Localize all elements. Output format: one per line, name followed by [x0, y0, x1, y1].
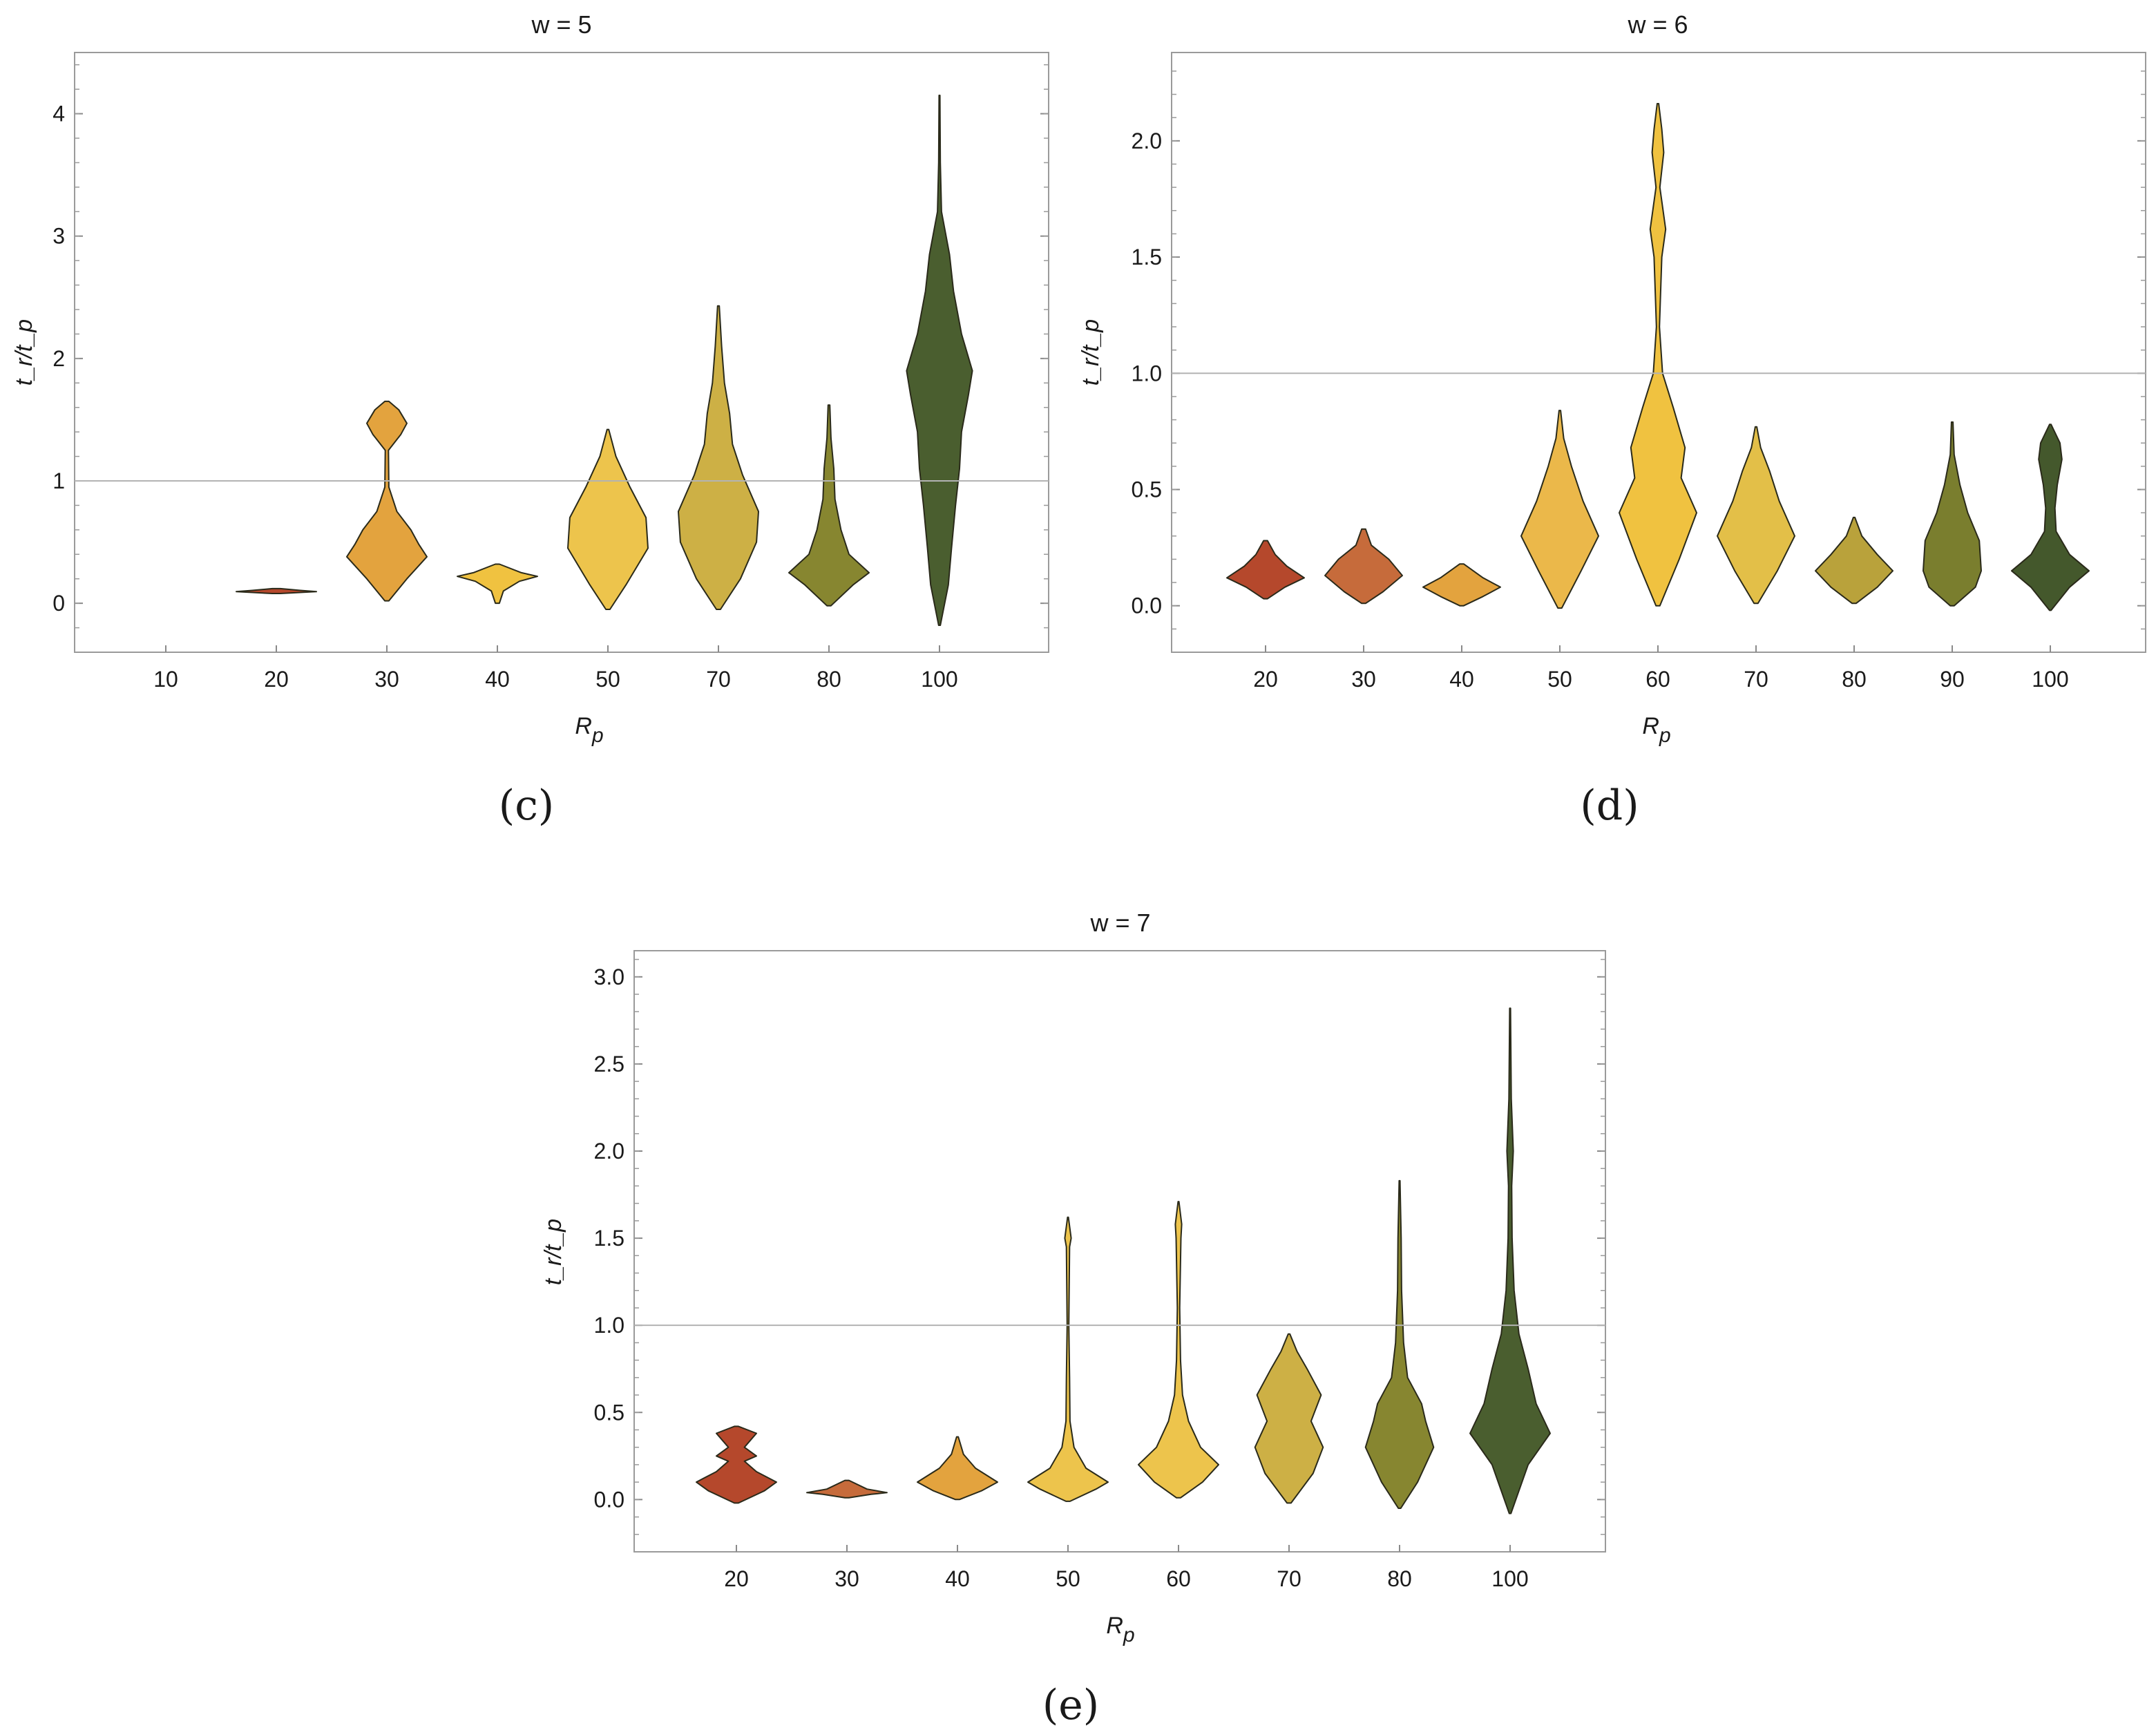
- x-tick-labels: 20 30 40 50 60 70 80 90 100: [1253, 645, 2069, 692]
- violin-80: [788, 404, 870, 607]
- violin-50: [1027, 1216, 1109, 1502]
- y-tick-label: 2.0: [594, 1139, 624, 1164]
- y-ticks: 0.0 0.5 1.0 1.5 2.0 2.5 3.0: [594, 958, 1605, 1535]
- x-tick-label: 80: [1842, 667, 1867, 692]
- x-tick-label: 10: [153, 667, 178, 692]
- y-tick-label: 2: [53, 346, 65, 371]
- x-tick-label: 70: [1744, 667, 1768, 692]
- violins: [1226, 103, 2090, 611]
- y-axis-label: t_r/t_p: [1078, 319, 1104, 386]
- x-tick-label: 90: [1940, 667, 1965, 692]
- chart-title: w = 7: [1089, 909, 1150, 937]
- y-tick-label: 0: [53, 591, 65, 616]
- x-tick-label: 70: [706, 667, 731, 692]
- violin-20: [236, 587, 317, 594]
- x-tick-label: 40: [945, 1566, 970, 1591]
- panel-label-e: (e): [1042, 1681, 1099, 1728]
- x-axis-label: Rp: [575, 713, 603, 747]
- chart-w7: w = 7 0.0 0.5 1.0 1.5 2.0 2.5 3.0 20 30 40 50 60 70…: [540, 909, 1606, 1728]
- y-axis-label: t_r/t_p: [540, 1219, 566, 1285]
- x-tick-label: 50: [595, 667, 620, 692]
- x-axis-label: Rp: [1642, 713, 1670, 747]
- x-tick-labels: 20 30 40 50 60 70 80 100: [724, 1545, 1529, 1591]
- y-tick-label: 1: [53, 468, 65, 493]
- violin-30: [806, 1479, 888, 1499]
- violin-60: [1138, 1201, 1219, 1499]
- x-tick-label: 20: [724, 1566, 749, 1591]
- x-tick-label: 40: [1449, 667, 1474, 692]
- violin-100: [2011, 424, 2090, 611]
- y-axis-label: t_r/t_p: [11, 319, 37, 386]
- x-tick-label: 100: [2032, 667, 2068, 692]
- plot-frame: [633, 950, 1606, 1553]
- y-ticks: 0 1 2 3 4: [53, 64, 1049, 653]
- plot-frame: [74, 52, 1049, 653]
- violin-20: [1226, 540, 1305, 600]
- violin-60: [1619, 103, 1697, 607]
- svg-text:t_r/t_p: t_r/t_p: [540, 1219, 566, 1285]
- y-tick-label: 3.0: [594, 965, 624, 989]
- violin-50: [1520, 410, 1599, 609]
- x-tick-label: 30: [834, 1566, 859, 1591]
- chart-w6: w = 6 0.0 0.5 1.0 1.5 2.0 20 30 40 50 60 70 80 90 10…: [1078, 10, 2146, 830]
- violin-30: [1324, 528, 1403, 605]
- chart-w5: w = 5 0 1 2 3 4 10 20 30 40 50 70 80 100 Rp t_r/t_p…: [11, 10, 1049, 830]
- x-tick-label: 50: [1547, 667, 1572, 692]
- violins: [236, 95, 973, 626]
- x-tick-label: 100: [1491, 1566, 1528, 1591]
- x-tick-label: 80: [817, 667, 841, 692]
- violin-70: [1254, 1333, 1324, 1504]
- x-tick-label: 30: [374, 667, 399, 692]
- y-tick-label: 1.0: [594, 1313, 624, 1338]
- violin-70: [1717, 426, 1795, 605]
- violin-20: [696, 1425, 777, 1504]
- y-tick-label: 1.5: [594, 1226, 624, 1251]
- y-tick-label: 3: [53, 224, 65, 249]
- x-tick-label: 40: [485, 667, 510, 692]
- panel-label-c: (c): [499, 781, 554, 830]
- x-tick-label: 100: [921, 667, 957, 692]
- panel-label-d: (d): [1580, 781, 1639, 830]
- y-tick-label: 1.0: [1132, 361, 1162, 386]
- y-tick-label: 0.0: [594, 1487, 624, 1512]
- violin-40: [457, 563, 538, 605]
- y-tick-label: 4: [53, 102, 65, 126]
- violin-90: [1923, 421, 1982, 607]
- y-tick-label: 2.0: [1132, 129, 1162, 153]
- violins: [696, 1007, 1551, 1515]
- x-tick-label: 60: [1166, 1566, 1191, 1591]
- x-tick-labels: 10 20 30 40 50 70 80 100: [153, 645, 958, 692]
- svg-text:t_r/t_p: t_r/t_p: [11, 319, 37, 386]
- x-tick-label: 20: [264, 667, 289, 692]
- violin-30: [346, 400, 428, 602]
- x-tick-label: 70: [1277, 1566, 1301, 1591]
- violin-40: [1422, 563, 1501, 607]
- y-tick-label: 0.0: [1132, 594, 1162, 618]
- x-tick-label: 30: [1351, 667, 1376, 692]
- x-axis-label: Rp: [1106, 1613, 1134, 1646]
- x-tick-label: 50: [1056, 1566, 1080, 1591]
- y-tick-label: 1.5: [1132, 245, 1162, 269]
- violin-50: [567, 428, 649, 610]
- y-tick-label: 0.5: [1132, 477, 1162, 502]
- x-tick-label: 20: [1253, 667, 1278, 692]
- violin-80: [1815, 516, 1893, 605]
- violin-100: [1469, 1007, 1551, 1515]
- violin-80: [1364, 1179, 1435, 1509]
- violin-40: [917, 1436, 998, 1501]
- chart-title: w = 5: [531, 10, 591, 39]
- y-tick-label: 0.5: [594, 1400, 624, 1425]
- svg-text:t_r/t_p: t_r/t_p: [1078, 319, 1104, 386]
- violin-70: [678, 305, 759, 610]
- x-tick-label: 60: [1645, 667, 1670, 692]
- y-tick-label: 2.5: [594, 1052, 624, 1076]
- y-ticks: 0.0 0.5 1.0 1.5 2.0: [1132, 70, 2146, 653]
- violin-100: [906, 95, 973, 626]
- x-tick-label: 80: [1387, 1566, 1412, 1591]
- chart-title: w = 6: [1627, 10, 1688, 39]
